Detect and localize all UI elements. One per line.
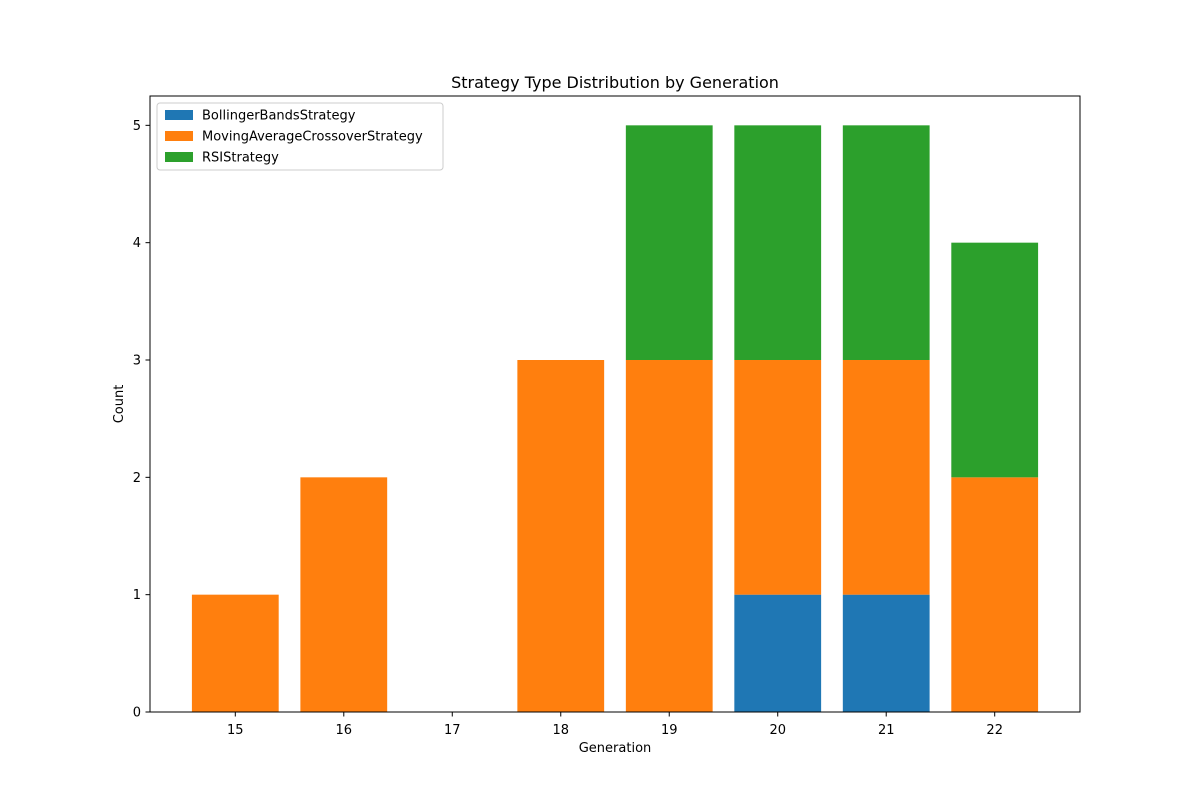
bar-21-series-1 bbox=[842, 360, 930, 595]
x-axis-label: Generation bbox=[579, 741, 652, 756]
x-tick-label-22: 22 bbox=[986, 723, 1003, 738]
y-tick-label-3: 3 bbox=[133, 354, 141, 369]
legend-label-2: RSIStrategy bbox=[202, 151, 279, 166]
bar-20-series-0 bbox=[734, 594, 822, 712]
legend-label-0: BollingerBandsStrategy bbox=[202, 109, 356, 124]
y-tick-label-1: 1 bbox=[133, 588, 141, 603]
bar-20-series-2 bbox=[734, 125, 822, 360]
bar-20-series-1 bbox=[734, 360, 822, 595]
y-tick-label-0: 0 bbox=[133, 706, 141, 721]
bar-18-series-1 bbox=[517, 360, 605, 712]
legend: BollingerBandsStrategy MovingAverageCross… bbox=[156, 102, 444, 171]
legend-swatch-0 bbox=[165, 110, 193, 120]
bar-19-series-2 bbox=[625, 125, 713, 360]
bar-15-series-1 bbox=[191, 594, 279, 712]
x-tick-label-16: 16 bbox=[336, 723, 353, 738]
bar-22-series-1 bbox=[951, 477, 1039, 712]
y-tick-label-2: 2 bbox=[133, 471, 141, 486]
bar-21-series-0 bbox=[842, 594, 930, 712]
plot-frame bbox=[149, 95, 1081, 713]
legend-frame bbox=[156, 102, 444, 171]
y-tick-label-5: 5 bbox=[133, 119, 141, 134]
x-tick-label-18: 18 bbox=[552, 723, 569, 738]
x-axis: 15 16 17 18 19 20 21 22 bbox=[227, 712, 1003, 738]
legend-swatch-2 bbox=[165, 152, 193, 162]
bar-22-series-2 bbox=[951, 242, 1039, 478]
bar-21-series-2 bbox=[842, 125, 930, 360]
legend-label-1: MovingAverageCrossoverStrategy bbox=[202, 130, 423, 145]
x-tick-label-15: 15 bbox=[227, 723, 244, 738]
x-tick-label-20: 20 bbox=[769, 723, 786, 738]
bar-19-series-1 bbox=[625, 360, 713, 712]
bars-group bbox=[191, 125, 1039, 712]
y-axis: 0 1 2 3 4 5 bbox=[133, 119, 150, 721]
y-axis-label: Count bbox=[112, 385, 127, 424]
x-tick-label-17: 17 bbox=[444, 723, 461, 738]
y-tick-label-4: 4 bbox=[133, 236, 141, 251]
x-tick-label-21: 21 bbox=[878, 723, 895, 738]
x-tick-label-19: 19 bbox=[661, 723, 678, 738]
bar-16-series-1 bbox=[300, 477, 388, 712]
chart-title: Strategy Type Distribution by Generation bbox=[451, 73, 779, 92]
legend-swatch-1 bbox=[165, 131, 193, 141]
